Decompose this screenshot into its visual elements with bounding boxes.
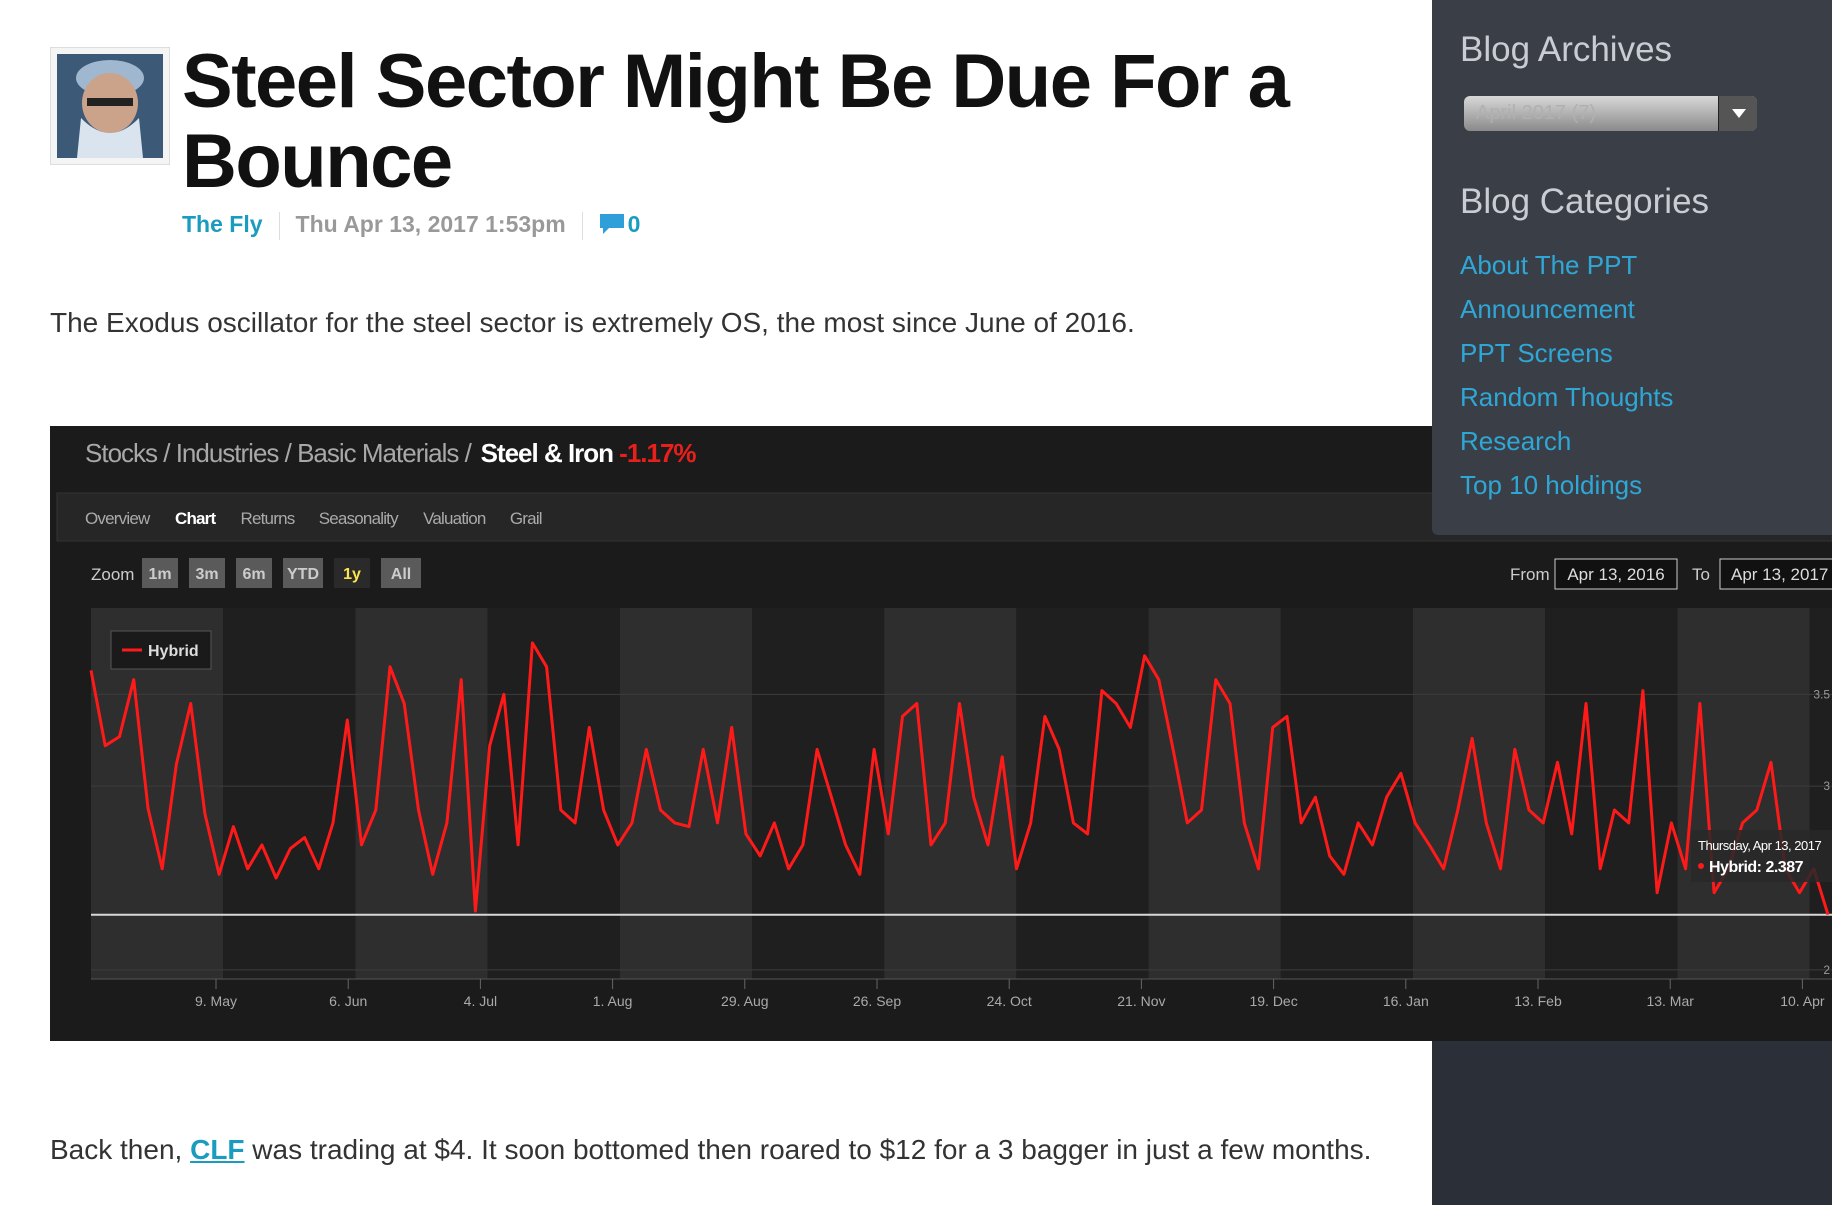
archives-select[interactable]: April 2017 (7) [1464, 96, 1757, 131]
zoom-button-label: 1m [148, 566, 171, 583]
y-tick-label: 3.5 [1813, 687, 1830, 701]
tab[interactable]: Valuation [423, 509, 487, 528]
zoom-button-label: 3m [195, 566, 218, 583]
x-tick-label: 29. Aug [721, 993, 769, 1009]
x-tick-label: 26. Sep [853, 993, 901, 1009]
x-tick-label: 10. Apr [1780, 993, 1825, 1009]
zoom-button-label: All [391, 566, 411, 583]
y-tick-label: 2 [1823, 963, 1830, 977]
from-label: From [1510, 565, 1550, 584]
category-link[interactable]: About The PPT [1460, 250, 1638, 280]
x-tick-label: 16. Jan [1383, 993, 1429, 1009]
x-tick-label: 1. Aug [593, 993, 633, 1009]
sidebar: Blog Archives April 2017 (7) Blog Catego… [1432, 0, 1832, 535]
category-link[interactable]: Announcement [1460, 294, 1635, 324]
category-link[interactable]: Random Thoughts [1460, 382, 1674, 412]
chart-heading: Steel & Iron [481, 438, 614, 468]
zoom-button-label: YTD [287, 566, 319, 583]
category-link[interactable]: PPT Screens [1460, 338, 1613, 368]
change: -1.17% [619, 438, 696, 468]
zoom-button[interactable] [381, 558, 421, 588]
avatar-eyes [87, 98, 133, 106]
plot-band [752, 608, 885, 979]
to-label: To [1692, 565, 1710, 584]
zoom-button[interactable] [334, 558, 370, 588]
zoom-button[interactable] [189, 558, 225, 588]
zoom-button[interactable] [236, 558, 272, 588]
paragraph: Back then, CLF was trading at $4. It soo… [50, 1126, 1400, 1173]
tab[interactable]: Overview [85, 509, 152, 528]
zoom-button[interactable] [283, 558, 323, 588]
tooltip-box [1691, 830, 1832, 882]
post-meta: The Fly Thu Apr 13, 2017 1:53pm 0 [182, 211, 640, 240]
text: Back then, [50, 1134, 191, 1165]
x-tick-label: 13. Mar [1646, 993, 1694, 1009]
select-arrow [1718, 96, 1757, 131]
date: Thu Apr 13, 2017 1:53pm [295, 211, 566, 237]
breadcrumb: Stocks / Industries / Basic Materials / [85, 438, 473, 468]
tooltip-value: Hybrid: 2.387 [1709, 859, 1804, 876]
x-tick-label: 9. May [195, 993, 237, 1009]
category-link[interactable]: Research [1460, 426, 1572, 456]
plot-band [487, 608, 620, 979]
plot-band [1677, 608, 1810, 979]
plot-band [619, 608, 752, 979]
x-tick-label: 24. Oct [987, 993, 1032, 1009]
comment-count[interactable]: 0 [627, 211, 641, 237]
plot-band [1809, 608, 1832, 979]
zoom-button-label: 1y [343, 566, 361, 583]
x-tick-label: 21. Nov [1117, 993, 1165, 1009]
y-tick-label: 3 [1823, 779, 1830, 793]
from-date: Apr 13, 2016 [1567, 565, 1664, 584]
plot-band [223, 608, 356, 979]
plot-band [1545, 608, 1678, 979]
plot-band [1280, 608, 1413, 979]
x-tick-label: 13. Feb [1514, 993, 1562, 1009]
tab[interactable]: Grail [510, 509, 543, 528]
to-input[interactable] [1719, 558, 1832, 590]
author[interactable]: The Fly [182, 211, 263, 237]
category-link[interactable]: Top 10 holdings [1460, 470, 1643, 500]
plot-band [1016, 608, 1149, 979]
tooltip-date: Thursday, Apr 13, 2017 [1698, 838, 1821, 853]
from-input[interactable] [1554, 558, 1678, 590]
zoom-button-label: 6m [242, 566, 265, 583]
to-date: Apr 13, 2017 [1731, 565, 1828, 584]
archives-title: Blog Archives [1460, 30, 1673, 69]
divider [278, 211, 280, 240]
divider [581, 211, 583, 240]
legend-label: Hybrid [148, 643, 199, 660]
tab[interactable]: Returns [241, 509, 296, 528]
text: was trading at $4. It soon bottomed then… [244, 1134, 1372, 1165]
x-tick-label: 4. Jul [464, 993, 497, 1009]
x-tick-label: 19. Dec [1249, 993, 1297, 1009]
plot-band [1148, 608, 1281, 979]
select-text: April 2017 (7) [1476, 102, 1597, 124]
tab[interactable]: Chart [175, 509, 217, 528]
ticker-link[interactable]: CLF [190, 1134, 245, 1165]
avatar [50, 47, 170, 165]
series-line [89, 641, 1830, 916]
paragraph: The Exodus oscillator for the steel sect… [50, 307, 1135, 338]
tooltip-dot [1698, 863, 1704, 869]
avatar-image [57, 54, 163, 158]
avatar-mask [77, 118, 143, 158]
tab[interactable]: Seasonality [319, 509, 400, 528]
categories-title: Blog Categories [1460, 182, 1710, 221]
x-tick-label: 6. Jun [329, 993, 367, 1009]
plot-band [1413, 608, 1546, 979]
comment-icon [599, 214, 624, 234]
post-title: Steel Sector Might Be Due For a Bounce [182, 39, 1290, 204]
zoom-label: Zoom [91, 565, 134, 584]
zoom-button[interactable] [142, 558, 178, 588]
